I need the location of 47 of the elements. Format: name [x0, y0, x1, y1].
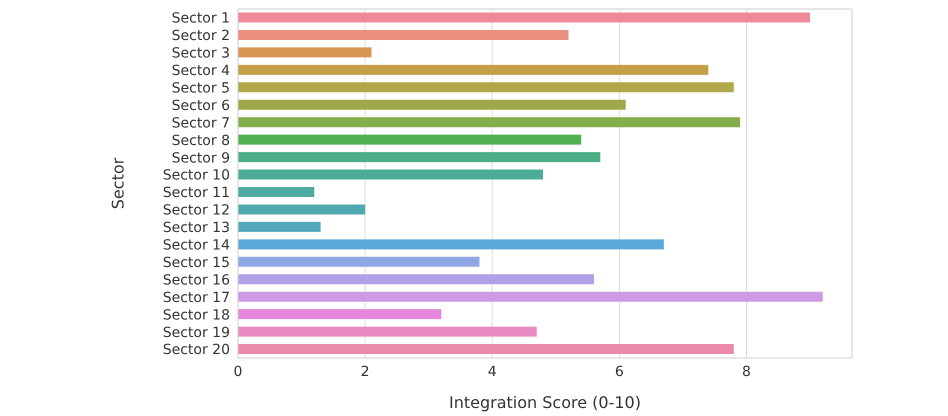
bar	[238, 100, 626, 110]
bar	[238, 344, 734, 354]
y-tick-label: Sector 16	[162, 272, 230, 288]
y-tick-label: Sector 13	[162, 220, 230, 236]
y-tick-label: Sector 12	[162, 202, 230, 219]
y-tick-label: Sector 20	[162, 342, 230, 358]
bar	[238, 274, 594, 284]
bar	[238, 326, 537, 337]
y-tick-label: Sector 10	[162, 168, 230, 184]
bar	[238, 222, 321, 232]
bar	[238, 152, 600, 162]
bar	[238, 134, 582, 145]
y-tick-label: Sector 17	[162, 290, 230, 306]
x-tick-label: 8	[742, 364, 751, 380]
y-tick-label: Sector 18	[162, 307, 230, 324]
y-tick-label: Sector 8	[172, 132, 230, 149]
y-tick-label: Sector 6	[172, 98, 230, 114]
y-tick-label: Sector 11	[162, 185, 230, 202]
bar	[238, 12, 810, 22]
y-tick-label: Sector 15	[162, 254, 230, 271]
bar	[238, 204, 366, 214]
y-tick-label: Sector 3	[172, 46, 230, 62]
x-tick-label: 2	[360, 364, 370, 380]
x-tick-label: 4	[488, 364, 497, 380]
y-tick-label: Sector 1	[172, 10, 230, 27]
bar	[238, 170, 544, 180]
y-axis-title: Sector	[108, 157, 128, 210]
bar	[238, 47, 372, 58]
bar	[238, 82, 734, 92]
bar	[238, 117, 740, 128]
y-tick-label: Sector 2	[172, 28, 230, 44]
bar	[238, 186, 314, 197]
x-tick-label: 6	[614, 364, 624, 380]
y-tick-label: Sector 19	[162, 324, 230, 341]
bar	[238, 292, 823, 302]
x-tick-label: 0	[234, 364, 242, 380]
y-tick-label: Sector 4	[172, 63, 230, 80]
y-tick-label: Sector 9	[172, 150, 230, 166]
x-axis-title: Integration Score (0-10)	[449, 393, 641, 412]
y-tick-label: Sector 7	[172, 115, 230, 132]
bar	[238, 30, 569, 40]
bar	[238, 64, 708, 75]
y-tick-label: Sector 5	[172, 80, 230, 96]
y-tick-label: Sector 14	[162, 238, 230, 254]
bar	[238, 239, 664, 250]
bar	[238, 256, 480, 267]
bar	[238, 309, 442, 320]
